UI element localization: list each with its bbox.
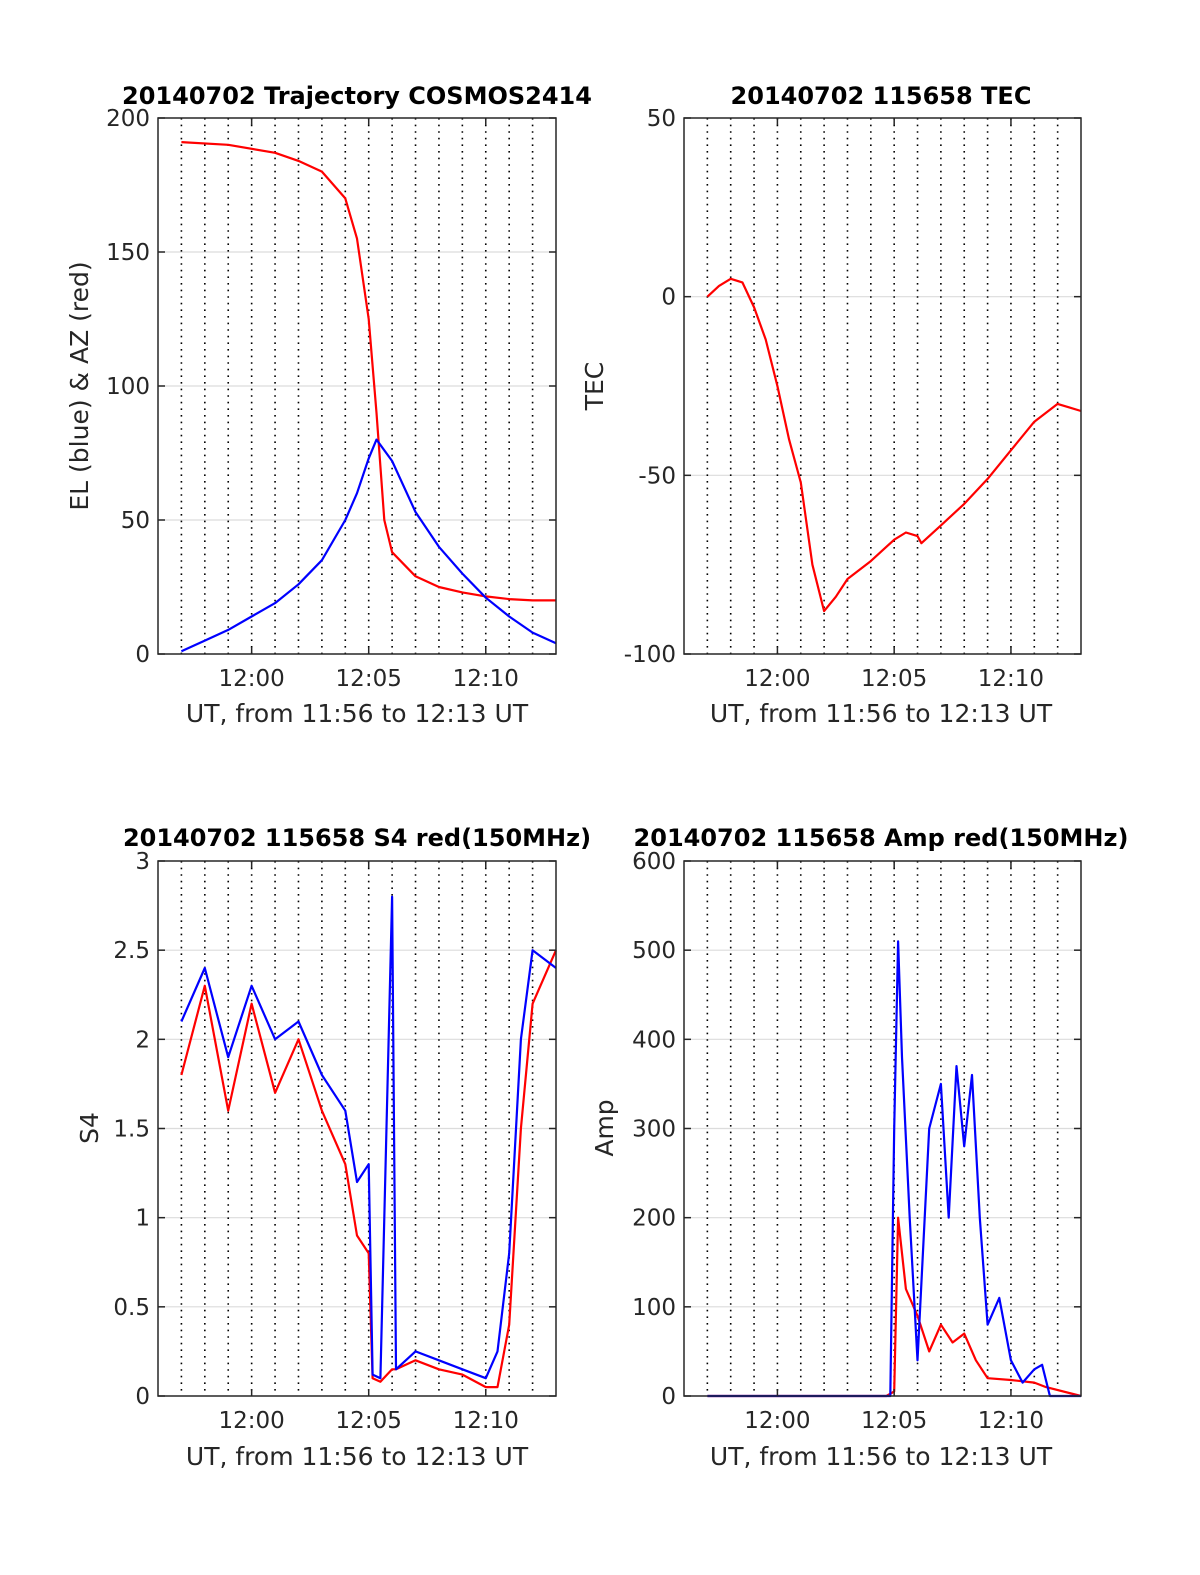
amp-xtick-label: 12:00 [744,1408,810,1434]
amp-ytick-label: 300 [632,1117,676,1143]
s4-ytick-label: 1.5 [113,1117,150,1143]
amp-series-red [707,1216,1082,1398]
amp-xtick-label: 12:05 [861,1408,927,1434]
tec-ylabel: TEC [580,362,609,412]
amp-ylabel: Amp [590,1099,619,1156]
s4-ytick-label: 0.5 [113,1295,150,1321]
s4-plot: 0 0.5 1 1.5 2 2.5 3 12:00 12:05 12:10 [113,849,558,1434]
trajectory-ytick-label: 0 [135,642,150,668]
trajectory-xlabel: UT, from 11:56 to 12:13 UT [186,699,529,728]
tec-xlabel: UT, from 11:56 to 12:13 UT [710,699,1053,728]
s4-ytick-label: 2 [135,1027,150,1053]
amp-xlabel: UT, from 11:56 to 12:13 UT [710,1442,1053,1471]
s4-xlabel: UT, from 11:56 to 12:13 UT [186,1442,529,1471]
trajectory-title: 20140702 Trajectory COSMOS2414 [122,82,592,110]
trajectory-ylabel: EL (blue) & AZ (red) [65,261,94,510]
s4-ytick-label: 3 [135,849,150,875]
amp-plot: 0 100 200 300 400 500 600 12:00 12:05 12:10 [632,849,1082,1434]
amp-ytick-label: 0 [661,1384,676,1410]
s4-xtick-label: 12:05 [336,1408,402,1434]
tec-ytick-label: -100 [624,642,676,668]
amp-xtick-label: 12:10 [978,1408,1044,1434]
s4-series-red [180,949,558,1389]
tec-xtick-label: 12:05 [861,666,927,692]
s4-title: 20140702 115658 S4 red(150MHz) [123,824,591,852]
s4-ytick-label: 2.5 [113,938,150,964]
trajectory-xtick-label: 12:10 [453,666,519,692]
tec-plot: -100 -50 0 50 12:00 12:05 12:10 [624,106,1082,692]
amp-ytick-label: 600 [632,849,676,875]
amp-ytick-label: 200 [632,1206,676,1232]
tec-ytick-label: -50 [638,463,676,489]
amp-ytick-label: 400 [632,1027,676,1053]
trajectory-xtick-label: 12:00 [218,666,284,692]
trajectory-series-red [181,141,556,602]
trajectory-xtick-label: 12:05 [336,666,402,692]
trajectory-ytick-label: 150 [106,240,150,266]
s4-xtick-label: 12:00 [218,1408,284,1434]
s4-ylabel: S4 [75,1112,104,1144]
tec-xtick-label: 12:00 [744,666,810,692]
s4-xtick-label: 12:10 [453,1408,519,1434]
tec-series-red [706,277,1082,613]
amp-ytick-label: 100 [632,1295,676,1321]
trajectory-ytick-label: 100 [106,374,150,400]
trajectory-series-blue [180,438,557,653]
tec-ytick-label: 50 [647,106,676,132]
tec-axes-box [683,117,1082,655]
s4-series-blue [180,895,557,1380]
tec-xtick-label: 12:10 [978,666,1044,692]
trajectory-ytick-label: 50 [121,508,150,534]
amp-series-blue [707,940,1081,1398]
panel-s4: 20140702 115658 S4 red(150MHz) UT, from … [75,824,591,1471]
amp-title: 20140702 115658 Amp red(150MHz) [634,824,1129,852]
s4-ytick-label: 0 [135,1384,150,1410]
panel-trajectory: 20140702 Trajectory COSMOS2414 UT, from … [65,82,592,728]
panel-amp: 20140702 115658 Amp red(150MHz) UT, from… [590,824,1128,1471]
s4-ytick-label: 1 [135,1206,150,1232]
tec-ytick-label: 0 [661,285,676,311]
panel-tec: 20140702 115658 TEC UT, from 11:56 to 12… [580,82,1082,728]
amp-ytick-label: 500 [632,938,676,964]
trajectory-plot: 0 50 100 150 200 12:00 12:05 12:10 [106,106,557,692]
trajectory-ytick-label: 200 [106,106,150,132]
tec-title: 20140702 115658 TEC [731,82,1032,110]
